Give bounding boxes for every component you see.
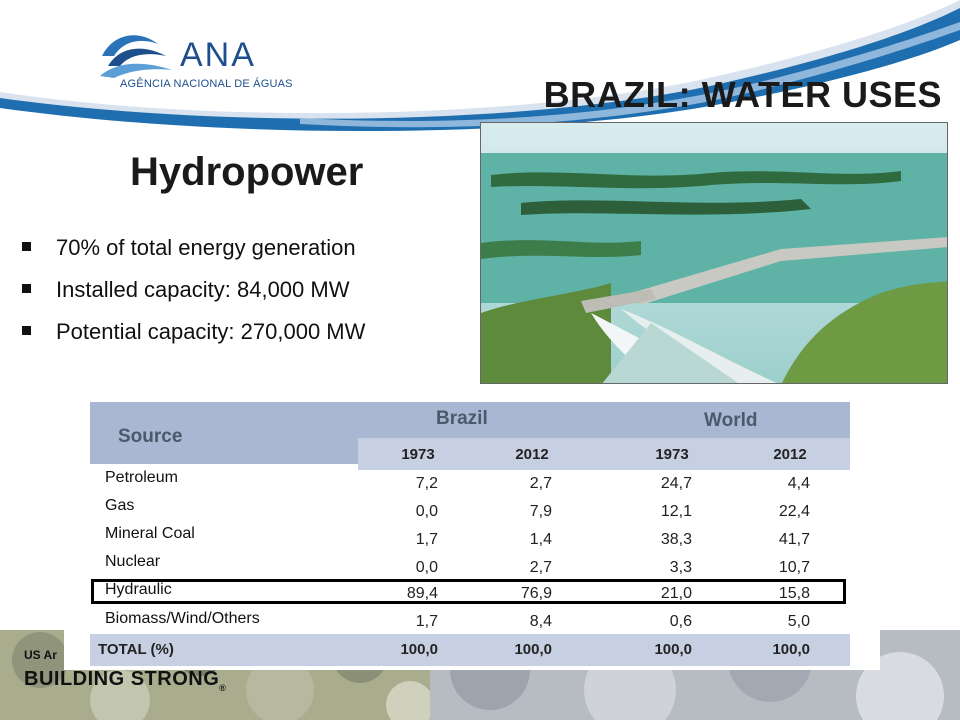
group-header-brazil: Brazil bbox=[436, 408, 488, 429]
row-label: Nuclear bbox=[96, 548, 358, 576]
logo-name: ANA bbox=[180, 36, 256, 74]
cell-value: 15,8 bbox=[778, 585, 810, 602]
cell-value: 5,0 bbox=[787, 613, 810, 630]
bullet-item: Potential capacity: 270,000 MW bbox=[22, 314, 365, 356]
year-header: 2012 bbox=[515, 446, 549, 463]
year-header-band bbox=[358, 438, 850, 470]
row-label: Mineral Coal bbox=[96, 520, 358, 548]
cell-value: 21,0 bbox=[660, 585, 692, 602]
row-label: Petroleum bbox=[96, 464, 358, 492]
cell-value: 0,6 bbox=[669, 613, 692, 630]
cell-value: 41,7 bbox=[778, 531, 810, 548]
table-row: 7,2 2,7 24,7 4,4 bbox=[358, 470, 850, 498]
cell-value: 10,7 bbox=[778, 559, 810, 576]
hydraulic-row-highlight bbox=[91, 579, 846, 604]
cell-value: 89,4 bbox=[406, 585, 438, 602]
year-header: 1973 bbox=[655, 446, 689, 463]
table-row: 0,0 7,9 12,1 22,4 bbox=[358, 498, 850, 526]
cell-value: 0,0 bbox=[415, 503, 438, 520]
total-row: TOTAL (%) 100,0 100,0 100,0 100,0 bbox=[90, 634, 850, 666]
cell-value: 7,9 bbox=[529, 503, 552, 520]
bullet-item: Installed capacity: 84,000 MW bbox=[22, 272, 365, 314]
energy-table: Source Brazil World 1973 2012 1973 2012 … bbox=[90, 402, 850, 666]
cell-value: 4,4 bbox=[787, 475, 810, 492]
org-text: US Ar bbox=[24, 648, 57, 662]
row-label: Biomass/Wind/Others bbox=[96, 605, 358, 633]
page-title: BRAZIL: WATER USES bbox=[543, 74, 942, 115]
source-column-header: Source bbox=[118, 426, 183, 447]
cell-value: 8,4 bbox=[529, 613, 552, 630]
total-label: TOTAL (%) bbox=[98, 641, 174, 658]
cell-value: 1,4 bbox=[529, 531, 552, 548]
bullet-icon bbox=[22, 242, 31, 251]
total-value: 100,0 bbox=[654, 641, 692, 658]
cell-value: 3,3 bbox=[669, 559, 692, 576]
bullet-item: 70% of total energy generation bbox=[22, 230, 365, 272]
ana-logo-wave-icon bbox=[100, 35, 172, 78]
cell-value: 7,2 bbox=[415, 475, 438, 492]
year-header: 1973 bbox=[401, 446, 435, 463]
table-row: 1,7 8,4 0,6 5,0 bbox=[358, 608, 850, 636]
logo-subtitle: AGÊNCIA NACIONAL DE ÁGUAS bbox=[120, 78, 293, 90]
section-heading: Hydropower bbox=[130, 150, 364, 194]
year-header: 2012 bbox=[773, 446, 807, 463]
bullet-list: 70% of total energy generation Installed… bbox=[22, 230, 365, 356]
dam-photo bbox=[480, 122, 948, 384]
slogan: BUILDING STRONG® bbox=[24, 668, 227, 693]
total-value: 100,0 bbox=[400, 641, 438, 658]
cell-value: 22,4 bbox=[778, 503, 810, 520]
bullet-icon bbox=[22, 284, 31, 293]
cell-value: 1,7 bbox=[415, 613, 438, 630]
cell-value: 38,3 bbox=[660, 531, 692, 548]
table-row: 89,4 76,9 21,0 15,8 bbox=[358, 580, 850, 608]
cell-value: 2,7 bbox=[529, 559, 552, 576]
cell-value: 0,0 bbox=[415, 559, 438, 576]
cell-value: 12,1 bbox=[660, 503, 692, 520]
cell-value: 1,7 bbox=[415, 531, 438, 548]
table-row: 0,0 2,7 3,3 10,7 bbox=[358, 554, 850, 582]
source-header-band bbox=[90, 438, 358, 464]
cell-value: 2,7 bbox=[529, 475, 552, 492]
table-header-band bbox=[90, 402, 850, 438]
total-values: 100,0 100,0 100,0 100,0 bbox=[358, 634, 850, 666]
table-row: 1,7 1,4 38,3 41,7 bbox=[358, 526, 850, 554]
row-label: Gas bbox=[96, 492, 358, 520]
header-swoosh bbox=[0, 0, 960, 132]
bullet-icon bbox=[22, 326, 31, 335]
cell-value: 76,9 bbox=[520, 585, 552, 602]
cell-value: 24,7 bbox=[660, 475, 692, 492]
ana-logo: ANA AGÊNCIA NACIONAL DE ÁGUAS bbox=[96, 18, 293, 98]
total-value: 100,0 bbox=[772, 641, 810, 658]
total-value: 100,0 bbox=[514, 641, 552, 658]
group-header-world: World bbox=[704, 410, 758, 431]
